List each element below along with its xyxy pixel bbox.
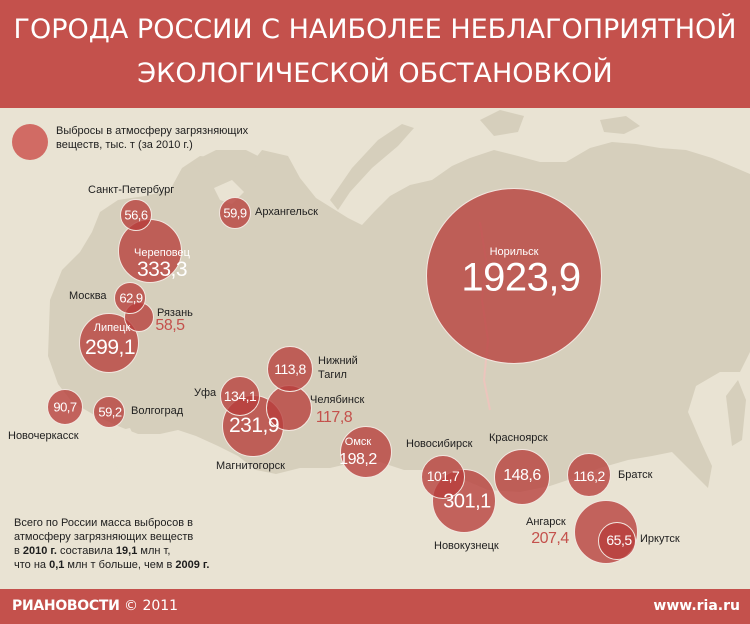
note-delta: 0,1 — [49, 559, 65, 571]
bubble-novocherkassk — [47, 389, 83, 425]
label-chelyabinsk: Челябинск — [310, 394, 365, 406]
label-ufa: Уфа — [194, 387, 217, 399]
label-magnitogorsk: Магнитогорск — [216, 460, 285, 472]
value-krasnoyarsk: 148,6 — [503, 467, 541, 484]
label-cherepovets: Череповец — [134, 247, 190, 259]
label-ryazan: Рязань — [157, 307, 193, 319]
label-moscow: Москва — [69, 290, 107, 302]
value-novokuznetsk: 301,1 — [443, 490, 491, 513]
brand-logo: РИАНОВОСТИ — [12, 598, 120, 614]
legend-swatch — [12, 124, 48, 160]
novaya-zemlya — [330, 124, 414, 210]
value-angarsk: 207,4 — [531, 530, 569, 547]
note-line-2: атмосферу загрязняющих веществ — [14, 531, 194, 543]
bubble-ufa — [220, 376, 260, 416]
severnaya-zemlya — [480, 110, 524, 136]
value-irkutsk: 65,5 — [606, 532, 632, 548]
legend-line-2: веществ, тыс. т (за 2010 г.) — [56, 139, 193, 151]
title-line-1: ГОРОДА РОССИИ С НАИБОЛЕЕ НЕБЛАГОПРИЯТНОЙ — [13, 14, 737, 45]
label-nizhny-tagil-2: Тагил — [318, 369, 347, 381]
legend-text: Выбросы в атмосферу загрязняющих веществ… — [56, 124, 256, 152]
label-bratsk: Братск — [618, 469, 653, 481]
bubble-krasnoyarsk — [494, 449, 550, 505]
value-lipetsk: 299,1 — [84, 336, 136, 359]
value-magnitogorsk: 231,9 — [228, 414, 280, 437]
kola-peninsula — [192, 150, 262, 176]
value-moscow: 62,9 — [119, 290, 143, 306]
bubble-norilsk — [426, 188, 602, 364]
label-novokuznetsk: Новокузнецк — [434, 540, 499, 552]
label-volgograd: Волгоград — [131, 405, 184, 417]
brand: РИАНОВОСТИ © 2011 — [12, 598, 178, 614]
bubble-omsk — [340, 426, 392, 478]
note-year-2010: 2010 г. — [22, 545, 57, 557]
label-krasnoyarsk: Красноярск — [489, 432, 548, 444]
value-volgograd: 59,2 — [98, 404, 122, 420]
bubble-bratsk — [567, 453, 611, 497]
bubble-nizhny-tagil — [267, 346, 313, 392]
footer: РИАНОВОСТИ © 2011 www.ria.ru — [0, 589, 750, 624]
lake-baikal — [618, 470, 646, 492]
value-nizhny-tagil: 113,8 — [274, 361, 306, 377]
bubble-saint-petersburg — [120, 199, 152, 231]
value-bratsk: 116,2 — [573, 468, 605, 484]
sakhalin — [726, 380, 746, 446]
value-arkhangelsk: 59,9 — [223, 205, 247, 221]
note-line-4: что на 0,1 млн т больше, чем в 2009 г. — [14, 559, 210, 571]
value-ryazan: 58,5 — [155, 317, 185, 334]
note-line-1: Всего по России масса выбросов в — [14, 517, 193, 529]
value-omsk: 198,2 — [339, 451, 377, 468]
label-irkutsk: Иркутск — [640, 533, 680, 545]
bubble-arkhangelsk — [219, 197, 251, 229]
label-lipetsk: Липецк — [93, 322, 131, 334]
label-omsk: Омск — [344, 436, 372, 448]
label-angarsk: Ангарск — [526, 516, 566, 528]
site-link[interactable]: www.ria.ru — [653, 598, 740, 614]
bubble-volgograd — [93, 396, 125, 428]
value-novocherkassk: 90,7 — [53, 399, 77, 415]
label-saint-petersburg: Санкт-Петербург — [88, 184, 175, 196]
bubble-novosibirsk — [421, 455, 465, 499]
value-norilsk: 1923,9 — [461, 255, 581, 300]
label-norilsk: Норильск — [489, 246, 539, 258]
caspian-sea — [110, 428, 140, 476]
copyright: © 2011 — [124, 598, 179, 614]
note-line-3: в 2010 г. составила 19,1 млн т, — [14, 545, 171, 557]
summary-note: Всего по России масса выбросов в атмосфе… — [14, 516, 244, 572]
label-arkhangelsk: Архангельск — [255, 206, 318, 218]
header: ГОРОДА РОССИИ С НАИБОЛЕЕ НЕБЛАГОПРИЯТНОЙ… — [0, 0, 750, 108]
legend-line-1: Выбросы в атмосферу загрязняющих — [56, 125, 249, 137]
title-line-2: ЭКОЛОГИЧЕСКОЙ ОБСТАНОВКОЙ — [137, 58, 613, 89]
bubble-irkutsk — [598, 522, 636, 560]
value-cherepovets: 333,3 — [136, 258, 188, 281]
value-ufa: 134,1 — [223, 388, 257, 404]
value-saint-petersburg: 56,6 — [124, 207, 148, 223]
value-chelyabinsk: 117,8 — [315, 409, 353, 426]
label-novocherkassk: Новочеркасск — [8, 430, 79, 442]
new-siberian-islands — [600, 116, 640, 134]
value-novosibirsk: 101,7 — [426, 468, 460, 484]
bubble-chelyabinsk — [266, 385, 312, 431]
note-year-2009: 2009 г. — [175, 559, 210, 571]
bubble-moscow — [114, 282, 146, 314]
label-nizhny-tagil-1: Нижний — [318, 355, 358, 367]
label-novosibirsk: Новосибирск — [406, 438, 473, 450]
note-total: 19,1 — [115, 545, 138, 557]
